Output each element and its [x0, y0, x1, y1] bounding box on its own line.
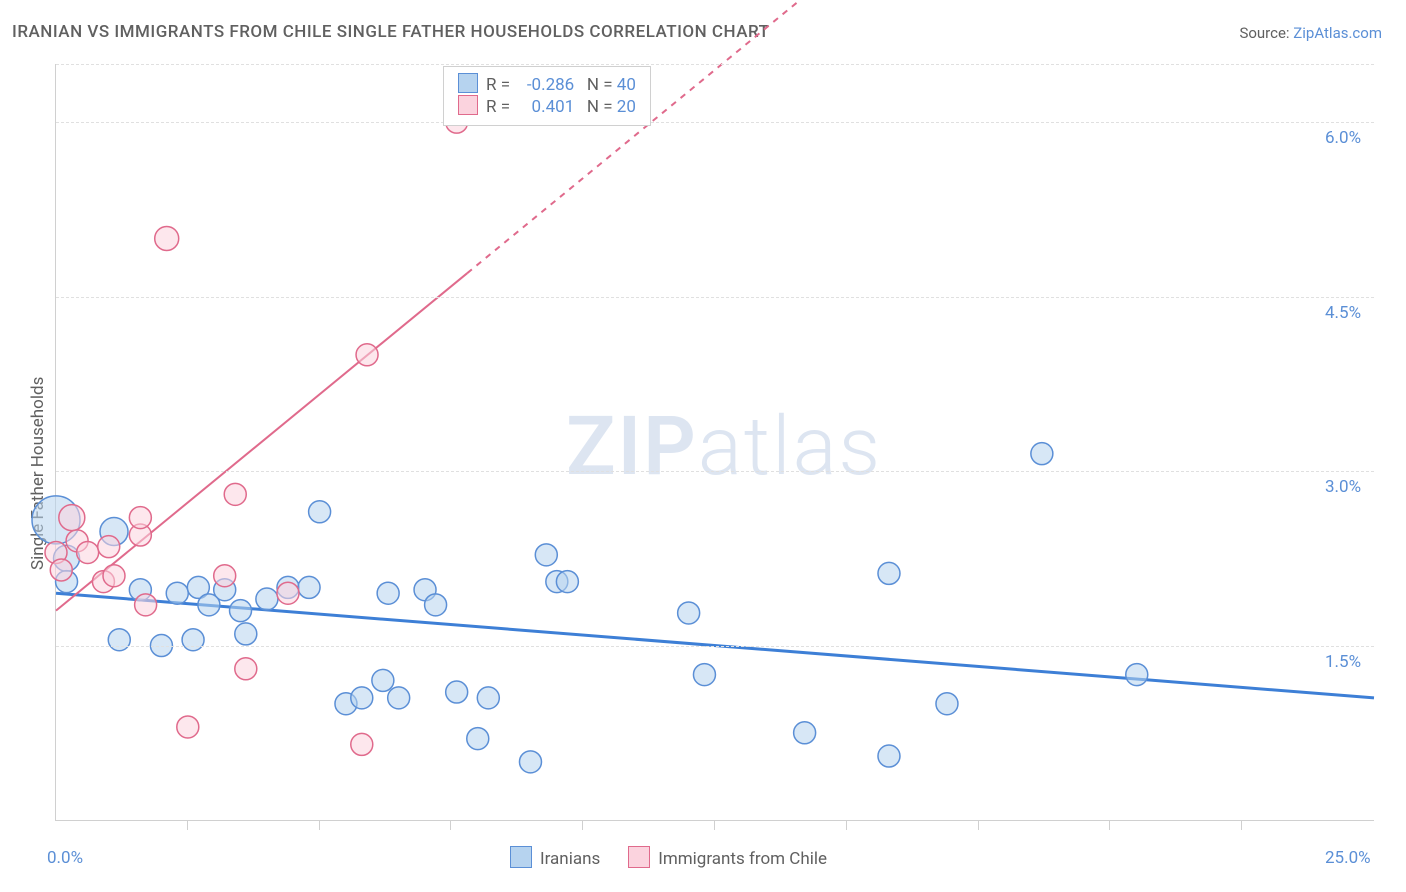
gridline	[56, 64, 1374, 65]
data-point	[277, 582, 299, 604]
gridline	[56, 646, 1374, 647]
n-label: N =	[574, 75, 617, 95]
data-point	[535, 544, 557, 566]
gridline	[56, 471, 1374, 472]
legend-label: Iranians	[540, 849, 600, 869]
x-tick	[319, 820, 320, 830]
source-prefix: Source:	[1239, 24, 1293, 42]
data-point	[309, 501, 331, 523]
data-point	[467, 728, 489, 750]
data-point	[388, 687, 410, 709]
data-point	[77, 541, 99, 563]
data-point	[1031, 443, 1053, 465]
x-tick	[714, 820, 715, 830]
n-value: 40	[617, 75, 636, 95]
r-label: R =	[486, 75, 514, 95]
x-tick	[582, 820, 583, 830]
swatch-icon	[458, 95, 478, 115]
data-point	[356, 344, 378, 366]
source-link[interactable]: ZipAtlas.com	[1293, 24, 1382, 42]
n-value: 20	[617, 97, 636, 117]
r-value: 0.401	[514, 97, 574, 117]
data-point	[235, 658, 257, 680]
chart-title: IRANIAN VS IMMIGRANTS FROM CHILE SINGLE …	[12, 22, 770, 42]
x-tick	[1241, 820, 1242, 830]
r-label: R =	[486, 97, 514, 117]
data-point	[182, 629, 204, 651]
data-point	[519, 751, 541, 773]
data-point	[129, 507, 151, 529]
x-tick	[978, 820, 979, 830]
x-tick	[187, 820, 188, 830]
data-point	[224, 483, 246, 505]
r-value: -0.286	[514, 75, 574, 95]
data-point	[351, 733, 373, 755]
data-point	[50, 559, 72, 581]
data-point	[1126, 664, 1148, 686]
data-point	[235, 623, 257, 645]
legend-item: Immigrants from Chile	[628, 849, 827, 869]
stats-row: R = 0.401 N = 20	[458, 95, 636, 117]
x-tick	[450, 820, 451, 830]
data-point	[446, 681, 468, 703]
trendline-solid	[56, 273, 467, 610]
legend: Iranians Immigrants from Chile	[510, 846, 855, 869]
data-point	[155, 226, 179, 250]
y-tick-label: 6.0%	[1325, 128, 1361, 148]
data-point	[693, 664, 715, 686]
data-point	[556, 571, 578, 593]
x-axis-min: 0.0%	[47, 848, 83, 868]
y-tick-label: 4.5%	[1325, 303, 1361, 323]
data-point	[98, 536, 120, 558]
data-point	[794, 722, 816, 744]
data-point	[425, 594, 447, 616]
legend-label: Immigrants from Chile	[658, 849, 827, 869]
stats-row: R = -0.286 N = 40	[458, 73, 636, 95]
gridline	[56, 297, 1374, 298]
stats-box: R = -0.286 N = 40R = 0.401 N = 20	[443, 66, 651, 126]
data-point	[214, 565, 236, 587]
gridline	[56, 122, 1374, 123]
y-tick-label: 3.0%	[1325, 477, 1361, 497]
plot-area: ZIPatlas	[55, 64, 1374, 821]
plot-svg	[56, 64, 1374, 820]
y-tick-label: 1.5%	[1325, 652, 1361, 672]
data-point	[103, 565, 125, 587]
data-point	[351, 687, 373, 709]
data-point	[230, 600, 252, 622]
data-point	[59, 505, 85, 531]
data-point	[135, 594, 157, 616]
swatch-icon	[628, 846, 650, 868]
x-axis-max: 25.0%	[1325, 848, 1371, 868]
swatch-icon	[510, 846, 532, 868]
x-tick	[1109, 820, 1110, 830]
data-point	[678, 602, 700, 624]
legend-item: Iranians	[510, 849, 600, 869]
data-point	[166, 582, 188, 604]
x-tick	[846, 820, 847, 830]
data-point	[878, 562, 900, 584]
n-label: N =	[574, 97, 617, 117]
data-point	[108, 629, 130, 651]
data-point	[298, 576, 320, 598]
data-point	[372, 669, 394, 691]
data-point	[936, 693, 958, 715]
data-point	[377, 582, 399, 604]
data-point	[177, 716, 199, 738]
data-point	[878, 745, 900, 767]
data-point	[256, 588, 278, 610]
swatch-icon	[458, 73, 478, 93]
source-label: Source: ZipAtlas.com	[1239, 24, 1382, 42]
data-point	[477, 687, 499, 709]
